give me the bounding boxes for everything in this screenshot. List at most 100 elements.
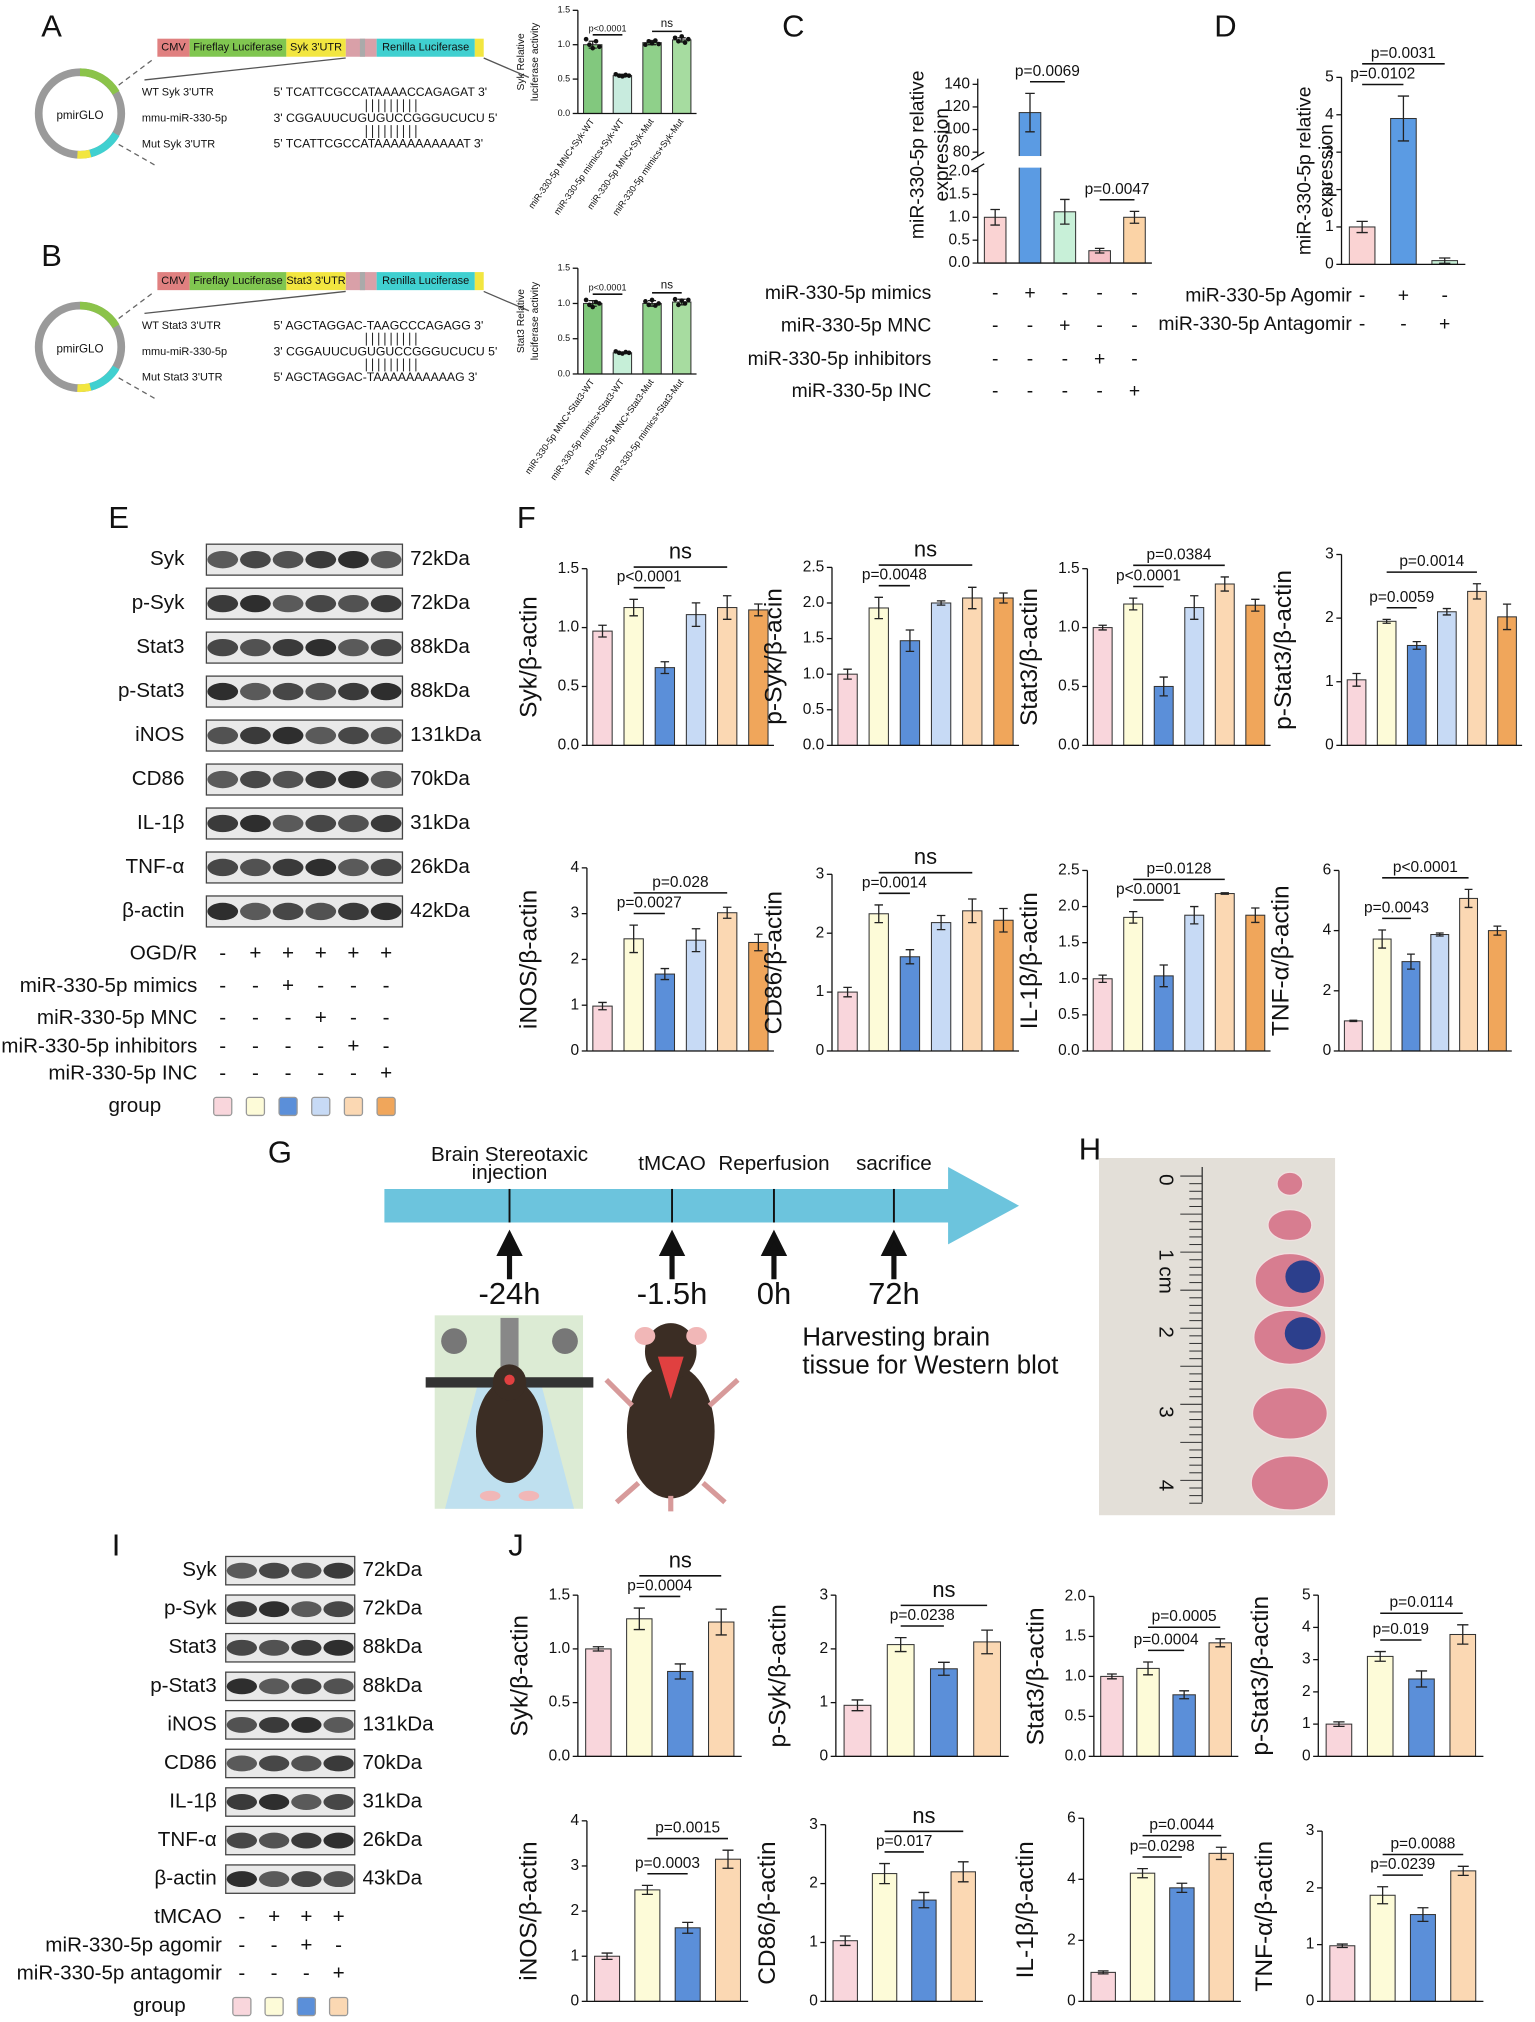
bar (1369, 1894, 1396, 2002)
sequence-name: WT Syk 3'UTR (142, 87, 214, 99)
blot-band (240, 682, 271, 701)
y-tick-label: 1.5 (549, 1586, 571, 1603)
condition-sign: - (1096, 380, 1102, 402)
significance-label: p=0.0044 (1149, 1817, 1214, 1834)
condition-sign: - (252, 974, 259, 997)
y-tick-label: 2 (816, 924, 825, 941)
error-bar (1143, 1661, 1153, 1676)
bar (1214, 893, 1235, 1052)
bar (1409, 1914, 1436, 2002)
condition-sign: - (1131, 282, 1137, 304)
significance-label: p=0.0014 (862, 874, 927, 891)
significance-label: p=0.0088 (1390, 1836, 1455, 1853)
blot-band (305, 550, 337, 569)
tmcao-mouse-illustration (604, 1323, 740, 1512)
y-tick-label: 1.5 (1058, 560, 1080, 577)
sequence-name: Mut Syk 3'UTR (142, 138, 215, 150)
y-tick-label: 140 (944, 75, 970, 92)
blot-band (323, 1755, 354, 1772)
sequence-name: mmu-miR-330-5p (142, 113, 227, 125)
y-tick-label: 1.5 (803, 630, 825, 647)
error-bar (1439, 257, 1451, 264)
y-axis-label: expression (931, 108, 953, 201)
condition-sign: - (1400, 313, 1406, 335)
error-bar (1098, 974, 1107, 984)
blot-band (207, 770, 239, 789)
blot-band (272, 726, 304, 745)
timeline-note: Harvesting brain (802, 1323, 990, 1351)
connector (483, 290, 530, 312)
bar (1401, 961, 1421, 1052)
significance-label: p=0.0031 (1371, 45, 1436, 62)
significance-label: ns (914, 537, 937, 562)
ruler-label: 1 cm (1154, 1249, 1177, 1294)
significance-label: p=0.0298 (1130, 1838, 1195, 1855)
group-label: group (108, 1094, 161, 1117)
group-swatch (296, 1996, 317, 2017)
blot-band (258, 1562, 290, 1579)
condition-sign: - (1131, 348, 1137, 370)
bar (899, 956, 921, 1052)
blot-band (323, 1639, 354, 1656)
y-tick-label: 4 (1067, 1870, 1076, 1887)
significance-label: p=0.028 (652, 874, 708, 891)
sequence: 5' AGCTAGGAC-TAAGCCCAGAGG 3' (273, 318, 483, 332)
significance-label: ns (669, 539, 692, 564)
bar (929, 1668, 958, 1757)
ruler-label: 2 (1154, 1326, 1177, 1337)
blot-band (305, 726, 337, 745)
blot-band (338, 550, 369, 569)
protein-label: IL-1β (137, 811, 185, 834)
y-axis-label: p-Syk/β-actin (765, 1604, 792, 1747)
size-label: 72kDa (410, 547, 470, 570)
blot-band (258, 1832, 290, 1849)
blot-band (291, 1601, 322, 1618)
blot-band (240, 638, 271, 657)
y-axis-label: luciferase activity (530, 22, 541, 101)
data-point (653, 38, 658, 43)
panel-label: B (41, 238, 62, 273)
data-point (643, 299, 648, 304)
error-bar (1025, 92, 1035, 133)
bar (962, 910, 983, 1052)
blot-band (272, 814, 304, 833)
bar (1092, 627, 1113, 746)
error-bar (660, 967, 670, 981)
y-tick-label: 0.5 (948, 231, 970, 248)
plasmid-feature (79, 301, 120, 329)
y-tick-label: 0.0 (558, 736, 580, 753)
y-axis-label: CD86/β-actin (754, 1841, 781, 1984)
blot-band (370, 594, 402, 613)
group-swatch (278, 1096, 298, 1117)
blot-band (226, 1601, 258, 1618)
bar (1366, 1655, 1394, 1757)
bar (1467, 590, 1487, 746)
blot-band (305, 814, 337, 833)
error-bar (936, 914, 946, 931)
condition-sign: + (300, 1905, 312, 1928)
y-tick-label: 2 (820, 1640, 829, 1657)
bar (1136, 1667, 1160, 1757)
blot-band (226, 1678, 258, 1695)
event-label: tMCAO (638, 1152, 706, 1175)
brain-slice (1276, 1171, 1304, 1197)
vector-segment (157, 272, 190, 291)
bar (594, 1955, 621, 2002)
connector (118, 143, 156, 166)
bar (973, 1641, 1002, 1757)
panel-label: F (517, 500, 536, 535)
y-tick-label: 0 (809, 1992, 818, 2009)
event-time: -1.5h (637, 1276, 708, 1311)
bar (1214, 583, 1235, 746)
error-bar (1472, 583, 1482, 600)
error-bar (1129, 910, 1138, 924)
blot-band (240, 726, 271, 745)
size-label: 72kDa (410, 591, 470, 614)
blot-strip (205, 719, 404, 752)
blot-band (323, 1794, 354, 1810)
y-tick-label: 2 (571, 1902, 580, 1919)
condition-label: miR-330-5p MNC (37, 1006, 198, 1029)
bar (685, 939, 707, 1052)
bar (1329, 1945, 1356, 2002)
data-point (686, 297, 691, 303)
